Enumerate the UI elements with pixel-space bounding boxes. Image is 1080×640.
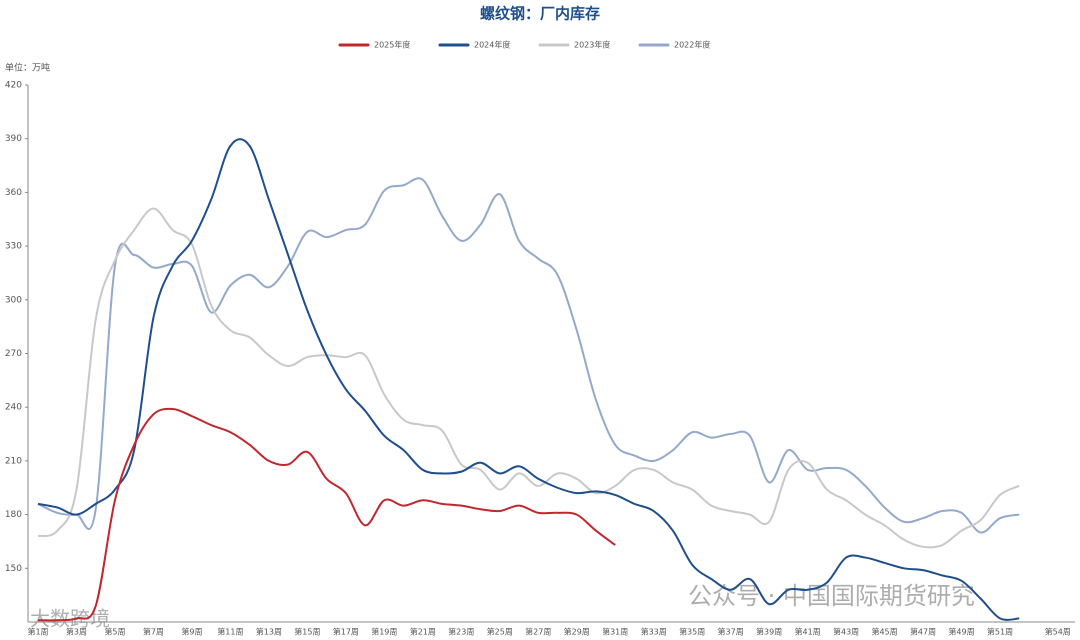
legend-label: 2024年度 — [474, 40, 510, 50]
y-tick-label: 300 — [5, 295, 22, 305]
x-tick-label: 第33周 — [641, 627, 667, 637]
unit-label: 单位：万吨 — [5, 62, 50, 74]
series-line — [37, 407, 616, 622]
x-tick-label: 第51周 — [987, 627, 1013, 637]
x-tick-label: 第15周 — [294, 627, 320, 637]
x-tick-label: 第35周 — [679, 627, 705, 637]
x-tick-label: 第1周 — [27, 627, 48, 637]
x-tick-label: 第31周 — [602, 627, 628, 637]
x-tick-label: 第41周 — [795, 627, 821, 637]
y-tick-label: 180 — [5, 510, 22, 520]
x-tick-label: 第43周 — [833, 627, 859, 637]
x-tick-label: 第39周 — [756, 627, 782, 637]
y-tick-label: 270 — [5, 349, 22, 359]
y-tick-label: 150 — [5, 564, 22, 574]
watermark: 大数跨境 — [30, 607, 110, 631]
x-tick-label: 第21周 — [410, 627, 436, 637]
x-tick-label: 第49周 — [948, 627, 974, 637]
x-tick-label: 第9周 — [181, 627, 202, 637]
x-tick-label: 第11周 — [217, 627, 243, 637]
y-tick-label: 420 — [5, 81, 22, 91]
x-tick-label: 第7周 — [143, 627, 164, 637]
series-line — [37, 138, 1020, 621]
legend-label: 2025年度 — [374, 40, 410, 50]
y-tick-label: 360 — [5, 188, 22, 198]
legend-label: 2022年度 — [674, 40, 710, 50]
x-tick-label: 第23周 — [448, 627, 474, 637]
x-tick-label: 第17周 — [333, 627, 359, 637]
x-tick-label: 第25周 — [487, 627, 513, 637]
x-tick-label: 第5周 — [104, 627, 125, 637]
series-line — [37, 177, 1020, 534]
x-tick-label: 第19周 — [371, 627, 397, 637]
x-tick-label: 第3周 — [66, 627, 87, 637]
chart-title: 螺纹钢：厂内库存 — [480, 5, 600, 23]
x-tick-label: 第27周 — [525, 627, 551, 637]
y-tick-label: 210 — [5, 456, 22, 466]
y-tick-label: 330 — [5, 242, 22, 252]
legend-label: 2023年度 — [574, 40, 610, 50]
y-tick-label: 390 — [5, 134, 22, 144]
x-tick-label: 第47周 — [910, 627, 936, 637]
x-tick-label: 第37周 — [718, 627, 744, 637]
x-tick-label: 第13周 — [256, 627, 282, 637]
y-tick-label: 240 — [5, 403, 22, 413]
x-tick-label: 第54周 — [1045, 627, 1071, 637]
watermark: 公众号 · 中国国际期货研究 — [688, 582, 975, 610]
series-line — [37, 207, 1020, 549]
x-tick-label: 第45周 — [871, 627, 897, 637]
x-tick-label: 第29周 — [564, 627, 590, 637]
